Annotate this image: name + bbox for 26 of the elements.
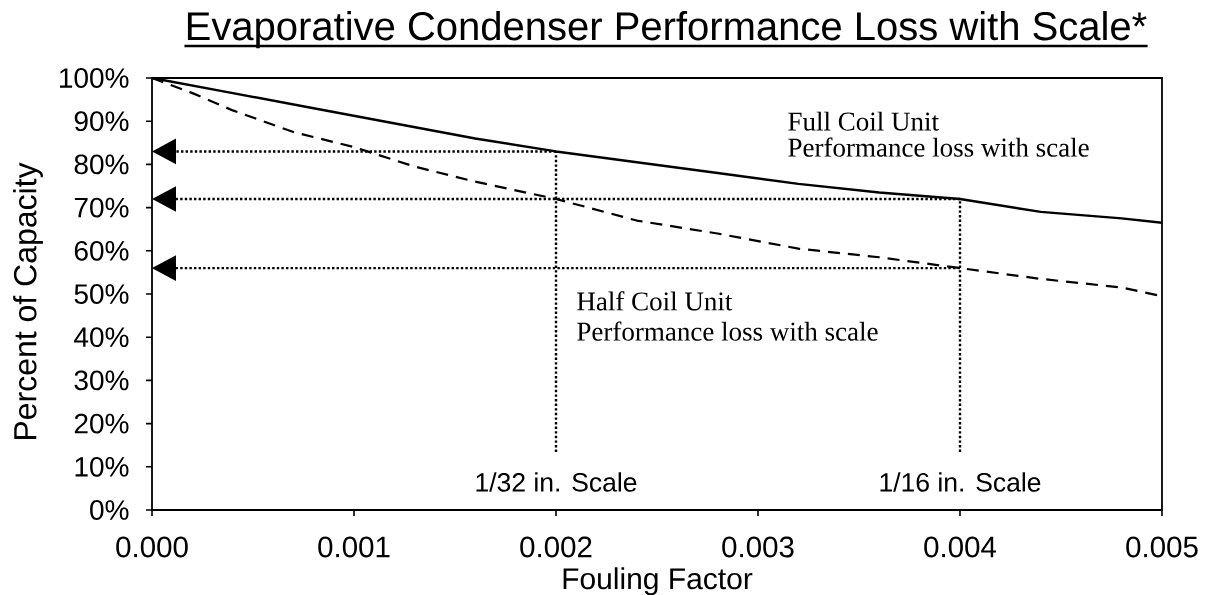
y-tick-label: 50% — [74, 284, 129, 304]
x-tick-label: 0.004 — [924, 536, 997, 558]
y-tick-label: 60% — [74, 240, 129, 261]
annotation: 1/32 in. Scale — [476, 472, 637, 492]
x-tick-label: 0.000 — [116, 536, 188, 558]
y-tick-label: 90% — [74, 111, 129, 132]
annotation: Full Coil Unit — [788, 111, 939, 131]
y-tick-label: 100% — [59, 68, 129, 88]
y-tick-label: 80% — [74, 154, 129, 175]
y-tick-label: 30% — [74, 370, 129, 391]
annotation: Performance loss with scale — [577, 321, 878, 341]
annotation: Half Coil Unit — [577, 291, 733, 311]
x-tick-label: 0.001 — [318, 536, 390, 558]
x-tick-label: 0.005 — [1126, 536, 1198, 558]
y-axis-title: Percent of Capacity — [13, 162, 43, 439]
chart-title: Evaporative Condenser Performance Loss with Scale* — [187, 11, 1147, 49]
x-tick-label: 0.003 — [722, 536, 794, 558]
y-tick-label: 20% — [74, 413, 129, 434]
y-tick-label: 70% — [74, 197, 129, 218]
x-tick-label: 0.002 — [520, 536, 592, 558]
annotation: Performance loss with scale — [788, 137, 1089, 157]
y-tick-label: 40% — [74, 327, 129, 348]
y-tick-label: 10% — [75, 456, 129, 477]
y-tick-label: 0% — [90, 500, 129, 520]
annotation: 1/16 in. Scale — [880, 472, 1041, 492]
x-axis-title: Fouling Factor — [563, 567, 753, 595]
